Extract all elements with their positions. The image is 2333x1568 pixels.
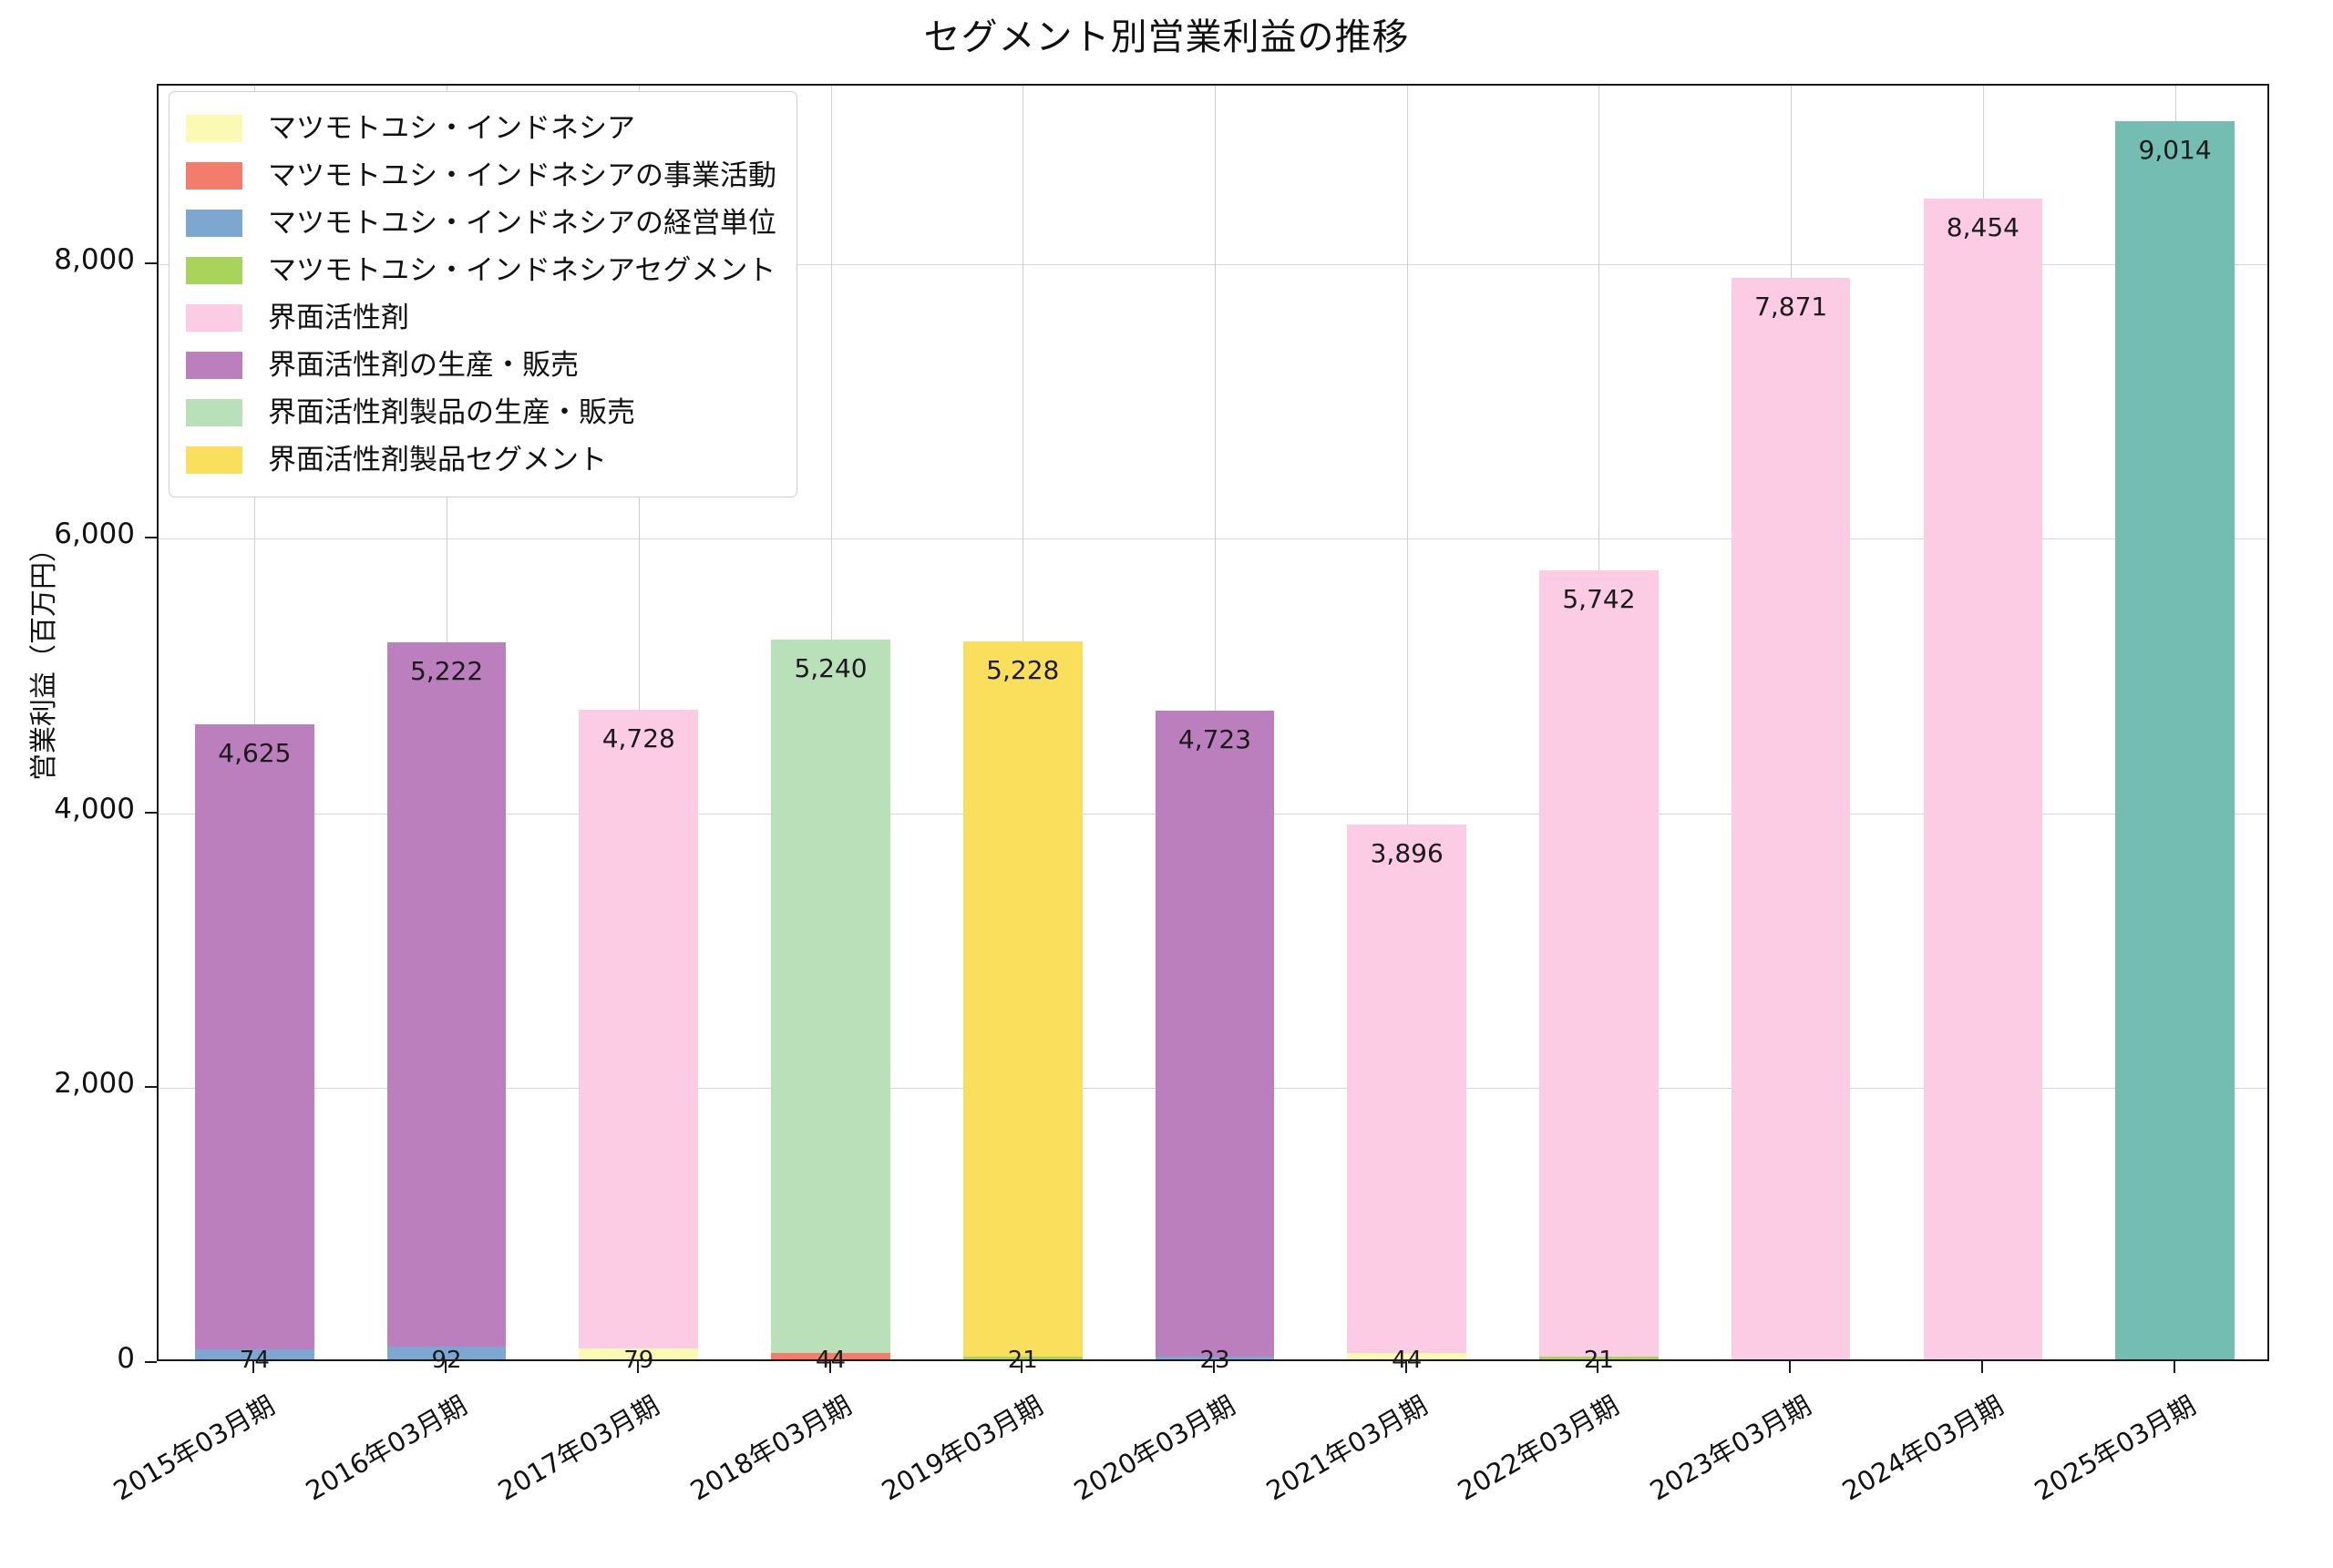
bar-group[interactable]: 4,625 74	[195, 723, 314, 1374]
x-tick-mark	[1980, 1361, 1983, 1373]
bar-value-label: 5,228	[986, 654, 1060, 685]
legend-item[interactable]: 界面活性剤製品セグメント	[186, 436, 776, 484]
bar-segment-main	[962, 641, 1083, 1357]
y-tick-label: 2,000	[54, 1067, 135, 1101]
bar-group[interactable]: 7,871	[1731, 278, 1851, 1359]
gridline-horizontal	[159, 263, 2267, 265]
bar-segment-small	[1155, 1356, 1275, 1359]
bar-value-label: 5,742	[1562, 584, 1636, 615]
bar-group[interactable]: 8,454	[1923, 198, 2043, 1359]
bar-small-value-label: 44	[815, 1347, 847, 1374]
x-tick-mark	[2173, 1361, 2175, 1373]
bar-segment-main	[2115, 121, 2235, 1359]
legend-item-label: マツモトユシ・インドネシアセグメント	[268, 253, 776, 287]
legend-item[interactable]: 界面活性剤	[186, 294, 776, 342]
bar-value-label: 5,240	[794, 653, 868, 684]
y-axis: 営業利益（百万円） 0 2,000 4,000 6,000 8,000	[0, 0, 157, 1546]
y-tick-mark	[145, 811, 157, 814]
gridline-horizontal	[159, 538, 2267, 540]
bar-segment-main	[1539, 570, 1659, 1357]
bar-value-label: 4,728	[601, 723, 675, 754]
legend-item-label: 界面活性剤の生産・販売	[268, 348, 579, 382]
y-tick-label: 6,000	[54, 518, 135, 551]
legend-item[interactable]: マツモトユシ・インドネシアセグメント	[186, 247, 776, 294]
bar-value-label: 4,625	[218, 737, 292, 768]
gridline-vertical	[254, 86, 255, 1359]
bar-segment-small	[579, 1348, 699, 1359]
legend-color-swatch	[186, 304, 242, 332]
bar-segment-small	[1347, 1353, 1467, 1359]
legend-color-swatch	[186, 257, 242, 284]
bar-segment-main	[1923, 198, 2043, 1359]
bar-group[interactable]: 5,742 21	[1539, 570, 1659, 1374]
x-tick-mark	[1213, 1361, 1215, 1373]
bar-segment-main	[195, 723, 314, 1349]
y-tick-mark	[145, 537, 157, 539]
bar-group[interactable]: 9,014	[2115, 121, 2235, 1359]
bar-value-label: 3,896	[1370, 837, 1444, 868]
chart-title: セグメント別営業利益の推移	[923, 16, 1410, 58]
legend-item[interactable]: マツモトユシ・インドネシア	[186, 105, 776, 152]
bar-segment-small	[1539, 1356, 1659, 1359]
gridline-vertical	[1407, 86, 1408, 1359]
y-tick-mark	[145, 1086, 157, 1089]
x-tick-mark	[1597, 1361, 1599, 1373]
bar-value-label: 5,222	[409, 655, 484, 686]
legend-color-swatch	[186, 210, 242, 237]
bar-group[interactable]: 4,728 79	[579, 710, 699, 1374]
legend-item-label: マツモトユシ・インドネシア	[268, 111, 635, 145]
x-tick-mark	[1789, 1361, 1792, 1373]
legend-item[interactable]: 界面活性剤の生産・販売	[186, 342, 776, 389]
legend-item-label: 界面活性剤製品セグメント	[268, 443, 607, 477]
legend: マツモトユシ・インドネシアマツモトユシ・インドネシアの事業活動 マツモトユシ・イン…	[169, 91, 797, 497]
x-tick-mark	[1021, 1361, 1023, 1373]
bar-segment-small	[386, 1347, 507, 1359]
legend-item[interactable]: マツモトユシ・インドネシアの経営単位	[186, 200, 776, 247]
bar-group[interactable]: 3,896 44	[1347, 824, 1467, 1374]
y-tick-mark	[145, 1361, 157, 1363]
y-tick-mark	[145, 261, 157, 264]
legend-item-label: マツモトユシ・インドネシアの事業活動	[268, 159, 776, 192]
bar-group[interactable]: 4,723 23	[1155, 711, 1275, 1374]
bar-segment-main	[1731, 278, 1851, 1359]
x-tick-mark	[1404, 1361, 1407, 1373]
y-tick-label: 0	[117, 1342, 135, 1375]
legend-item-label: 界面活性剤製品の生産・販売	[268, 395, 635, 429]
x-tick-mark	[252, 1361, 255, 1373]
bar-group[interactable]: 5,228 21	[962, 641, 1083, 1374]
x-tick-mark	[828, 1361, 831, 1373]
y-tick-label: 8,000	[54, 242, 135, 276]
y-tick-label: 4,000	[54, 792, 135, 825]
bar-segment-small	[195, 1348, 314, 1359]
legend-color-swatch	[186, 162, 242, 190]
bar-group[interactable]: 5,222 92	[386, 641, 507, 1374]
legend-color-swatch	[186, 446, 242, 474]
legend-item-label: 界面活性剤	[268, 301, 409, 334]
x-axis: 2015年03月期 2016年03月期 2017年03月期 2018年03月期 2019…	[108, 1361, 2269, 1546]
legend-color-swatch	[186, 115, 242, 142]
bar-segment-main	[386, 641, 507, 1348]
legend-item[interactable]: 界面活性剤製品の生産・販売	[186, 389, 776, 436]
legend-color-swatch	[186, 352, 242, 379]
bar-value-label: 9,014	[2138, 135, 2212, 166]
bar-segment-main	[771, 640, 890, 1354]
x-tick-mark	[445, 1361, 447, 1373]
bar-segment-main	[1155, 711, 1275, 1357]
bar-value-label: 4,723	[1177, 724, 1252, 754]
legend-item-label: マツモトユシ・インドネシアの経営単位	[268, 206, 776, 240]
bar-value-label: 8,454	[1946, 211, 2020, 242]
legend-color-swatch	[186, 399, 242, 426]
bar-segment-main	[579, 710, 699, 1349]
legend-item[interactable]: マツモトユシ・インドネシアの事業活動	[186, 152, 776, 200]
x-tick-mark	[636, 1361, 639, 1373]
bar-segment-small	[962, 1356, 1083, 1359]
bar-segment-main	[1347, 824, 1467, 1354]
bar-segment-small	[771, 1353, 890, 1359]
bar-value-label: 7,871	[1754, 292, 1828, 323]
bar-group[interactable]: 5,240 44	[771, 640, 890, 1374]
